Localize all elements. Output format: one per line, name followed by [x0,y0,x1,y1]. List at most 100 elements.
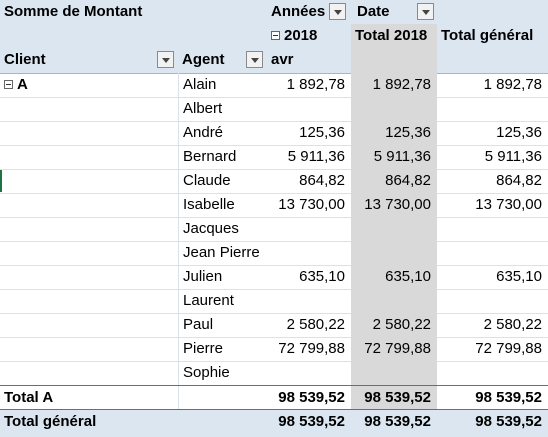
avr-cell[interactable]: 635,10 [299,268,345,285]
table-row: Claude 864,82 864,82 864,82 [0,169,548,194]
avr-cell[interactable] [267,289,351,313]
agent-cell[interactable]: Jacques [178,217,267,241]
agent-cell[interactable]: Paul [178,313,267,337]
table-row: Sophie [0,361,548,386]
agent-filter-dropdown-button[interactable] [246,51,263,68]
subtotal-grand-total[interactable]: 98 539,52 [475,389,542,406]
client-cell-empty[interactable] [0,169,178,193]
agent-cell[interactable]: Albert [178,97,267,121]
total-2018-cell[interactable]: 864,82 [351,169,437,193]
date-filter-dropdown-button[interactable] [417,3,434,20]
empty-header-cell [0,24,178,48]
agent-cell[interactable]: Bernard [178,145,267,169]
agent-cell[interactable]: Jean Pierre [178,241,267,265]
client-cell-empty[interactable] [0,361,178,385]
grand-total-agent-cell [178,410,267,437]
avr-cell[interactable]: 1 892,78 [286,76,345,93]
agent-cell[interactable]: Julien [178,265,267,289]
grand-total-header[interactable]: Total général [441,27,534,44]
total-2018-cell[interactable] [351,289,437,313]
table-row: Jacques [0,217,548,242]
client-cell-empty[interactable] [0,97,178,121]
grand-total-cell[interactable]: 13 730,00 [475,196,542,213]
total-2018-cell[interactable]: 72 799,88 [351,337,437,361]
grand-total-total-2018[interactable]: 98 539,52 [364,413,431,430]
grand-total-cell[interactable]: 635,10 [496,268,542,285]
client-cell-empty[interactable] [0,121,178,145]
agent-field-label[interactable]: Agent [182,51,225,68]
client-cell-empty[interactable] [0,337,178,361]
avr-cell[interactable] [267,241,351,265]
client-cell-empty[interactable] [0,289,178,313]
avr-cell[interactable]: 72 799,88 [278,340,345,357]
avr-cell[interactable] [267,361,351,385]
subtotal-total-2018[interactable]: 98 539,52 [351,386,437,410]
grand-total-cell[interactable] [437,361,548,385]
client-field-label[interactable]: Client [4,51,46,68]
avr-cell[interactable]: 13 730,00 [278,196,345,213]
avr-cell[interactable] [267,97,351,121]
measure-label[interactable]: Somme de Montant [4,3,143,20]
total-2018-cell[interactable]: 5 911,36 [351,145,437,169]
subtotal-label[interactable]: Total A [4,389,54,406]
grand-total-label[interactable]: Total général [4,413,97,430]
client-cell-empty[interactable] [0,217,178,241]
avr-cell[interactable]: 2 580,22 [286,316,345,333]
agent-cell[interactable]: Isabelle [178,193,267,217]
date-field-label[interactable]: Date [357,3,390,20]
total-2018-cell[interactable]: 13 730,00 [351,193,437,217]
client-cell-empty[interactable] [0,265,178,289]
grand-total-cell[interactable] [437,217,548,241]
avr-cell[interactable]: 125,36 [299,124,345,141]
grand-total-cell[interactable]: 125,36 [496,124,542,141]
month-header[interactable]: avr [271,51,294,68]
grand-total-cell[interactable] [437,97,548,121]
grand-total-avr[interactable]: 98 539,52 [278,413,345,430]
total-2018-cell[interactable] [351,241,437,265]
subtotal-avr[interactable]: 98 539,52 [278,389,345,406]
total-2018-cell[interactable] [351,217,437,241]
columns-filter-dropdown-button[interactable] [329,3,346,20]
grand-total-cell[interactable]: 2 580,22 [483,316,542,333]
grand-total-cell[interactable] [437,289,548,313]
total-year-header[interactable]: Total 2018 [351,24,437,48]
agent-cell[interactable]: Alain [178,73,267,97]
grand-total-value[interactable]: 98 539,52 [475,413,542,430]
collapse-client-icon[interactable] [4,80,13,89]
agent-cell[interactable]: Sophie [178,361,267,385]
year-header[interactable]: 2018 [267,24,351,48]
avr-cell[interactable] [267,217,351,241]
grand-total-cell[interactable] [437,241,548,265]
subtotal-agent-cell [178,386,267,410]
agent-cell[interactable]: Pierre [178,337,267,361]
grand-total-cell[interactable]: 864,82 [496,172,542,189]
table-row: Jean Pierre [0,241,548,266]
agent-cell[interactable]: Laurent [178,289,267,313]
client-cell-empty[interactable] [0,313,178,337]
total-2018-cell[interactable]: 1 892,78 [351,73,437,97]
avr-cell[interactable]: 5 911,36 [287,148,345,165]
total-2018-cell[interactable] [351,97,437,121]
client-cell-empty[interactable] [0,193,178,217]
grand-total-cell[interactable]: 5 911,36 [484,148,542,165]
active-row-marker [0,170,2,192]
client-cell[interactable]: A [0,73,178,97]
avr-cell[interactable]: 864,82 [299,172,345,189]
total-2018-cell[interactable]: 2 580,22 [351,313,437,337]
table-row: Laurent [0,289,548,314]
grand-total-cell[interactable]: 1 892,78 [483,76,542,93]
columns-field-label[interactable]: Années [271,3,326,20]
grand-total-cell[interactable]: 72 799,88 [475,340,542,357]
empty-header-cell [178,0,267,24]
collapse-year-icon[interactable] [271,31,280,40]
table-row: Albert [0,97,548,122]
client-filter-dropdown-button[interactable] [157,51,174,68]
total-2018-cell[interactable]: 635,10 [351,265,437,289]
total-2018-cell[interactable]: 125,36 [351,121,437,145]
total-2018-cell[interactable] [351,361,437,385]
agent-cell[interactable]: André [178,121,267,145]
agent-cell[interactable]: Claude [178,169,267,193]
client-cell-empty[interactable] [0,241,178,265]
client-cell-empty[interactable] [0,145,178,169]
